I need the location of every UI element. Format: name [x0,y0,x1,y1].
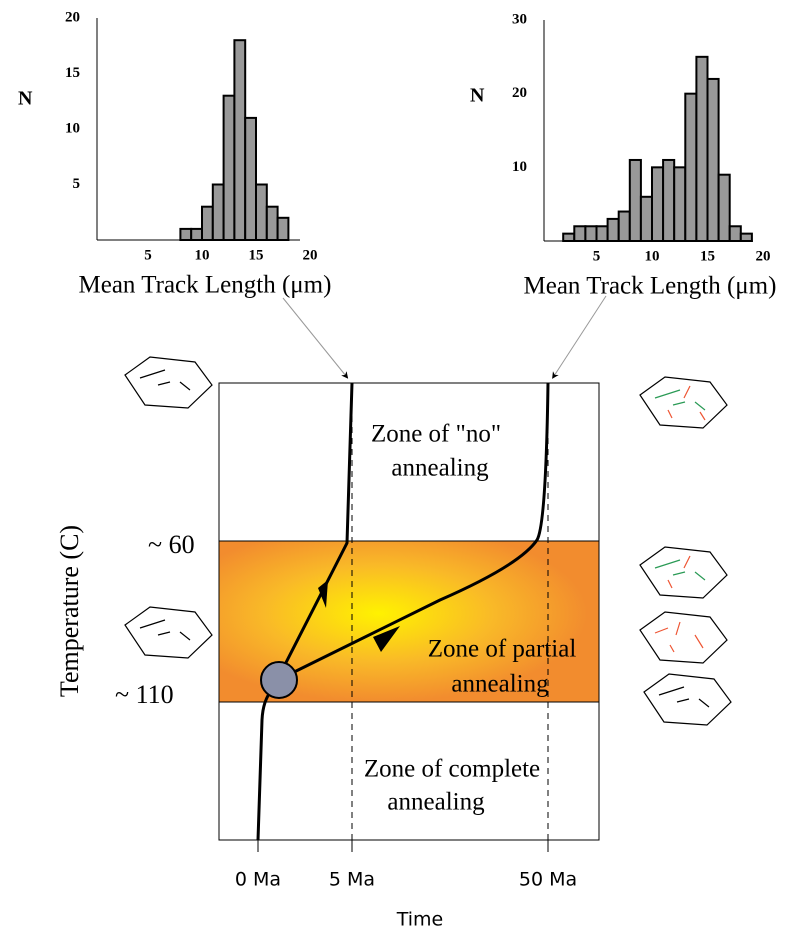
histogram-bar [684,92,698,242]
cooling-path-slow [281,382,550,680]
x-axis-label: Mean Track Length (μm) [79,272,332,299]
x-tick-label: 10 [645,248,660,264]
x-tick-label: 20 [756,248,771,264]
temperature-label: ~ 110 [115,680,174,709]
histogram-bar [584,225,598,242]
temperature-label: ~ 60 [148,530,195,559]
y-tick-label: 5 [73,176,81,192]
start-point [260,661,298,699]
histogram-bar [233,39,247,242]
histogram-bar [190,227,203,241]
time-label: 5 Ma [329,869,375,891]
histogram-bar [673,166,687,242]
y-tick-label: 10 [65,120,80,136]
histogram-bar [265,205,279,241]
histogram-bar [595,225,609,242]
leader-line [282,297,349,379]
histogram-bar [222,94,236,241]
y-tick-label: 10 [512,159,527,175]
histogram-bar [562,232,576,242]
zone-label: Zone of "no" [371,421,501,448]
y-axis-label: Temperature (C) [55,525,84,697]
y-axis-label: N [470,85,485,107]
zone-label: Zone of complete [364,756,540,783]
histogram-bar [617,210,631,243]
time-label: 0 Ma [235,869,281,891]
arrowhead [318,580,328,608]
x-tick-label: 10 [195,247,210,263]
histogram-bar [639,195,654,243]
histogram-bar [255,183,268,241]
x-tick-label: 5 [144,247,152,263]
zone-label: annealing [387,789,485,816]
crystal-icons [124,356,732,726]
zone-label: Zone of partial [428,636,577,663]
histogram-bar [706,77,720,242]
y-tick-label: 30 [512,11,527,27]
histogram-bar [573,225,587,242]
histogram-bar [739,232,753,242]
histogram-bar [201,205,214,241]
histogram-bar [606,217,620,242]
histogram-bar [628,158,642,242]
x-tick-label: 20 [303,247,318,263]
y-tick-label: 20 [65,9,80,25]
histogram-bar [695,55,709,243]
arrowhead [373,626,400,652]
y-axis-label: N [18,88,33,110]
zone-label: annealing [451,671,549,698]
histogram-bar [717,173,731,242]
leader-line [552,295,607,379]
zone-label: annealing [391,455,489,482]
y-tick-label: 20 [512,85,527,101]
x-axis-label: Mean Track Length (μm) [524,273,777,300]
time-label: 50 Ma [519,869,577,891]
histogram-bar [244,116,257,241]
histogram-bar [179,227,193,241]
diagram-frame [218,382,600,841]
y-tick-label: 15 [65,65,80,81]
histogram-bar [211,183,225,241]
histogram-bar [651,166,665,242]
histogram-bar [728,225,742,242]
histogram-bar [276,216,290,242]
x-tick-label: 15 [249,247,264,263]
x-tick-label: 15 [700,248,715,264]
x-axis-label: Time [396,909,444,931]
x-tick-label: 5 [593,248,601,264]
histogram-bar [662,158,676,242]
